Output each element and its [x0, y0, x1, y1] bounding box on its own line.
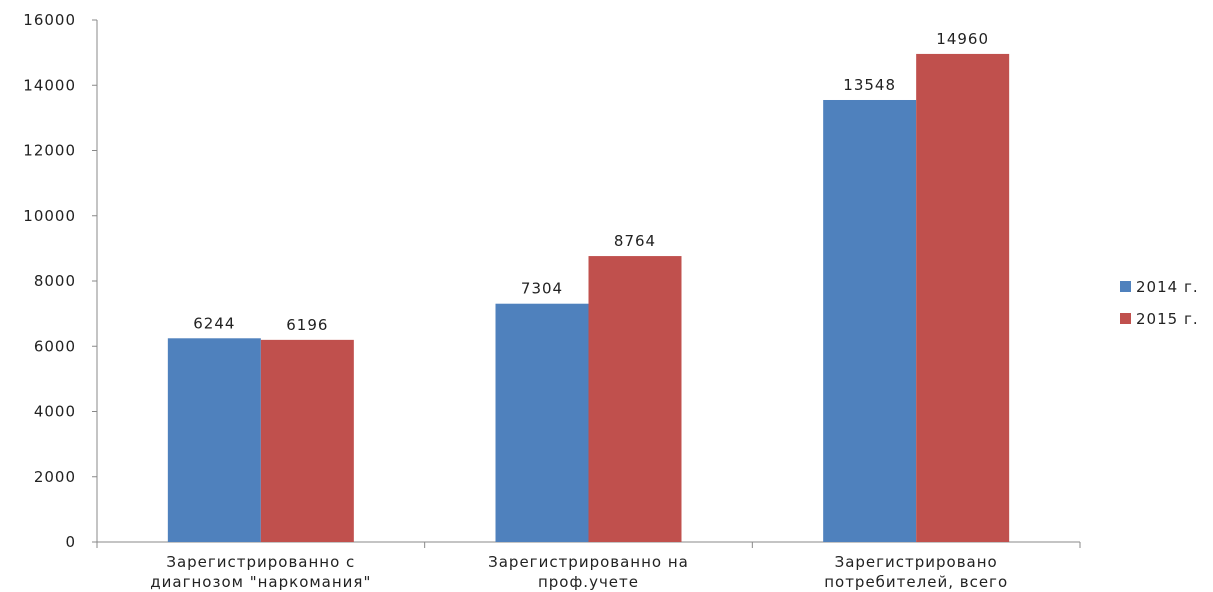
y-tick-label: 12000 — [23, 142, 76, 160]
x-tick-label: проф.учете — [538, 573, 639, 591]
x-tick-label: Зарегистрированно с — [166, 553, 355, 571]
y-tick-label: 0 — [65, 533, 76, 551]
legend-label: 2014 г. — [1136, 278, 1199, 296]
legend-label: 2015 г. — [1136, 310, 1199, 328]
data-label: 13548 — [843, 76, 896, 94]
y-tick-label: 4000 — [34, 403, 76, 421]
legend-swatch — [1120, 313, 1131, 324]
data-label: 6196 — [286, 316, 328, 334]
bar — [588, 256, 682, 542]
bar — [823, 99, 917, 543]
y-tick-label: 10000 — [23, 207, 76, 225]
y-tick-label: 2000 — [34, 468, 76, 486]
x-tick-label: диагнозом "наркомания" — [150, 573, 371, 591]
x-tick-label: потребителей, всего — [824, 573, 1008, 591]
bar — [916, 53, 1010, 543]
data-label: 7304 — [521, 280, 563, 298]
bar — [495, 303, 589, 542]
bar — [167, 338, 261, 542]
x-tick-label: Зарегистрировано — [835, 553, 998, 571]
y-tick-label: 6000 — [34, 337, 76, 355]
data-label: 6244 — [193, 314, 235, 332]
data-label: 8764 — [614, 232, 656, 250]
bar — [260, 339, 354, 542]
legend-swatch — [1120, 281, 1131, 292]
y-tick-label: 16000 — [23, 11, 76, 29]
y-tick-label: 8000 — [34, 272, 76, 290]
y-tick-label: 14000 — [23, 76, 76, 94]
data-label: 14960 — [936, 30, 989, 48]
x-tick-label: Зарегистрированно на — [488, 553, 689, 571]
